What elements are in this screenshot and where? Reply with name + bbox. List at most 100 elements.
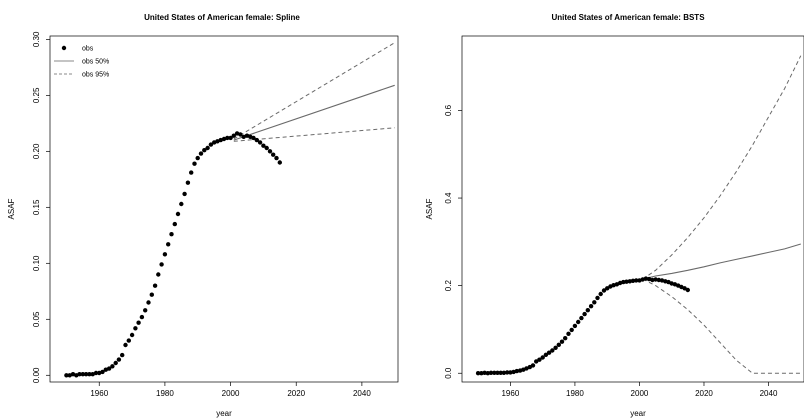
spline-obs-point: [182, 191, 187, 197]
spline-observed-points: [64, 131, 282, 378]
spline-x-ticks: 1960 1980 2000 2020 2040: [90, 382, 371, 398]
bsts-chart-title: United States of American female: BSTS: [551, 13, 705, 22]
bsts-obs-point: [611, 283, 616, 288]
bsts-y-ticks: 0.0 0.2 0.4 0.6: [444, 104, 462, 379]
spline-obs-point: [133, 326, 138, 331]
spline-x-tick-label: 1980: [156, 389, 174, 398]
bsts-obs-point: [579, 315, 584, 321]
bsts-obs-point: [582, 311, 587, 317]
spline-obs-point: [208, 142, 214, 147]
spline-obs-point: [120, 352, 125, 358]
spline-obs-point: [156, 272, 161, 277]
legend-obs-label: obs: [82, 46, 94, 53]
spline-obs-point: [139, 314, 145, 320]
legend-obs-marker: [61, 45, 67, 51]
bsts-obs-point: [559, 339, 565, 344]
bsts-x-ticks: 1960 1980 2000 2020 2040: [501, 382, 778, 398]
spline-chart-panel: United States of American female: Spline…: [7, 13, 399, 418]
bsts-obs-point: [553, 345, 558, 350]
spline-obs-point: [185, 180, 191, 185]
bsts-y-tick-label: 0.4: [444, 192, 453, 204]
bsts-y-axis-label: ASAF: [425, 198, 434, 219]
spline-obs-point: [143, 308, 148, 313]
spline-obs-point: [149, 292, 154, 297]
bsts-obs-point: [566, 331, 571, 336]
spline-obs-point: [274, 155, 279, 161]
bsts-obs-point: [498, 370, 503, 375]
spline-x-tick-label: 1960: [90, 389, 108, 398]
spline-obs-point: [64, 373, 69, 378]
bsts-95pct-upper-line: [642, 55, 802, 280]
spline-obs-point: [175, 211, 181, 217]
bsts-obs-point: [672, 282, 678, 287]
spline-obs-point: [106, 366, 112, 371]
spline-obs-point: [195, 155, 200, 161]
bsts-obs-point: [501, 370, 507, 375]
spline-obs-point: [202, 148, 207, 153]
chart-legend: obs obs 50% obs 95%: [54, 46, 109, 79]
bsts-obs-point: [595, 295, 600, 301]
spline-obs-point: [205, 145, 210, 151]
spline-obs-point: [83, 372, 89, 377]
spline-y-tick-label: 0.10: [32, 255, 41, 271]
spline-obs-point: [172, 221, 177, 227]
spline-obs-point: [159, 262, 164, 267]
spline-obs-point: [152, 283, 158, 288]
bsts-obs-point: [656, 277, 661, 283]
bsts-obs-point: [514, 368, 519, 374]
spline-obs-point: [93, 370, 99, 376]
spline-95pct-upper-line: [233, 42, 395, 140]
bsts-y-tick-label: 0.6: [444, 104, 453, 116]
bsts-obs-point: [585, 308, 590, 313]
spline-obs-point: [113, 360, 118, 366]
spline-x-tick-label: 2040: [353, 389, 371, 398]
bsts-obs-point: [592, 300, 597, 305]
bsts-obs-point: [685, 287, 690, 293]
spline-y-tick-label: 0.00: [32, 367, 41, 383]
bsts-obs-point: [485, 371, 490, 376]
spline-obs-point: [90, 372, 95, 377]
spline-x-tick-label: 2000: [222, 389, 240, 398]
spline-obs-point: [80, 372, 86, 377]
spline-obs-point: [231, 133, 236, 138]
spline-y-tick-label: 0.25: [32, 87, 41, 103]
spline-obs-point: [77, 372, 82, 377]
spline-50pct-median-line: [233, 84, 395, 141]
bsts-obs-point: [540, 355, 545, 360]
bsts-obs-point: [495, 370, 500, 375]
bsts-obs-point: [550, 348, 555, 353]
bsts-x-axis-label: year: [630, 409, 646, 418]
spline-95pct-interval-lines: [233, 42, 395, 142]
bsts-obs-point: [524, 366, 529, 371]
spline-y-tick-label: 0.20: [32, 143, 41, 159]
bsts-obs-point: [479, 371, 484, 376]
spline-obs-point: [192, 161, 197, 166]
bsts-obs-point: [537, 357, 542, 362]
bsts-50pct-median-line: [642, 243, 801, 280]
spline-50pct-line: [233, 84, 395, 141]
spline-obs-point: [87, 372, 92, 377]
bsts-y-tick-label: 0.0: [444, 367, 453, 379]
bsts-obs-point: [659, 278, 665, 283]
bsts-obs-point: [556, 342, 561, 347]
legend-50pct-label: obs 50%: [82, 59, 109, 66]
bsts-obs-point: [572, 323, 578, 329]
bsts-obs-point: [492, 370, 497, 375]
bsts-obs-point: [543, 352, 549, 357]
bsts-obs-point: [546, 350, 552, 355]
bsts-observed-points: [475, 276, 690, 376]
spline-obs-point: [129, 332, 135, 338]
spline-obs-point: [189, 170, 194, 175]
spline-y-tick-label: 0.15: [32, 199, 41, 215]
bsts-obs-point: [505, 370, 510, 375]
bsts-obs-point: [630, 278, 636, 283]
spline-x-axis-label: year: [216, 409, 232, 418]
spline-obs-point: [136, 320, 141, 325]
spline-obs-point: [169, 232, 174, 237]
spline-obs-point: [110, 364, 115, 369]
bsts-obs-point: [621, 279, 626, 285]
spline-95pct-lower-line: [233, 127, 395, 142]
bsts-obs-point: [475, 371, 481, 376]
bsts-obs-point: [576, 319, 581, 325]
